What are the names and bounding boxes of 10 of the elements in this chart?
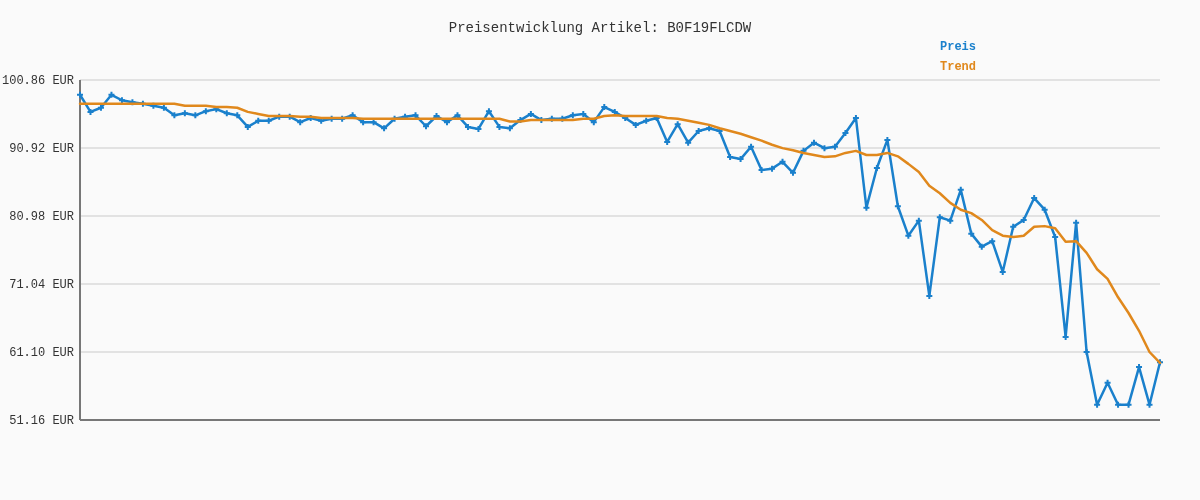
- text: Trend: [940, 60, 977, 74]
- y-tick-label: 80.98 EUR: [9, 210, 74, 225]
- chart-title: Preisentwicklung Artikel: B0F19FLCDW: [448, 20, 752, 36]
- y-tick-label: 100.86 EUR: [1, 74, 74, 89]
- y-tick-label: 71.04 EUR: [9, 278, 74, 293]
- y-tick-label: 51.16 EUR: [9, 414, 74, 429]
- y-tick-label: 90.92 EUR: [9, 142, 74, 157]
- text: Preis: [940, 40, 977, 54]
- line-series: [78, 102, 1162, 365]
- y-tick-label: 61.10 EUR: [9, 346, 74, 361]
